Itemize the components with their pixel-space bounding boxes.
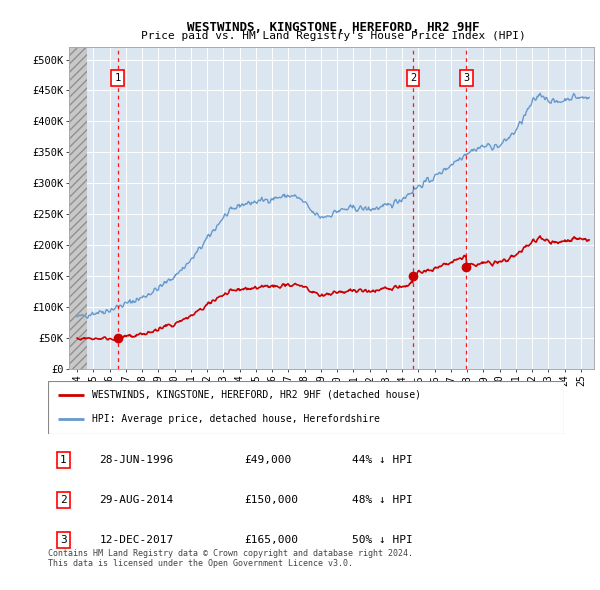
Text: 29-AUG-2014: 29-AUG-2014 — [100, 495, 174, 505]
Text: 44% ↓ HPI: 44% ↓ HPI — [352, 455, 413, 465]
Text: 3: 3 — [60, 535, 67, 545]
Text: 12-DEC-2017: 12-DEC-2017 — [100, 535, 174, 545]
Text: HPI: Average price, detached house, Herefordshire: HPI: Average price, detached house, Here… — [92, 414, 380, 424]
Text: 2: 2 — [410, 73, 416, 83]
Text: 48% ↓ HPI: 48% ↓ HPI — [352, 495, 413, 505]
Text: £49,000: £49,000 — [244, 455, 292, 465]
Text: 2: 2 — [60, 495, 67, 505]
Text: WESTWINDS, KINGSTONE, HEREFORD, HR2 9HF: WESTWINDS, KINGSTONE, HEREFORD, HR2 9HF — [187, 21, 479, 34]
Text: WESTWINDS, KINGSTONE, HEREFORD, HR2 9HF (detached house): WESTWINDS, KINGSTONE, HEREFORD, HR2 9HF … — [92, 390, 421, 400]
Text: 50% ↓ HPI: 50% ↓ HPI — [352, 535, 413, 545]
Text: 3: 3 — [463, 73, 470, 83]
Text: This data is licensed under the Open Government Licence v3.0.: This data is licensed under the Open Gov… — [48, 559, 353, 568]
Text: Contains HM Land Registry data © Crown copyright and database right 2024.: Contains HM Land Registry data © Crown c… — [48, 549, 413, 558]
Text: £165,000: £165,000 — [244, 535, 298, 545]
Text: £150,000: £150,000 — [244, 495, 298, 505]
Text: 28-JUN-1996: 28-JUN-1996 — [100, 455, 174, 465]
Bar — [69, 47, 87, 369]
Text: 1: 1 — [60, 455, 67, 465]
Text: 1: 1 — [115, 73, 121, 83]
Text: Price paid vs. HM Land Registry's House Price Index (HPI): Price paid vs. HM Land Registry's House … — [140, 31, 526, 41]
